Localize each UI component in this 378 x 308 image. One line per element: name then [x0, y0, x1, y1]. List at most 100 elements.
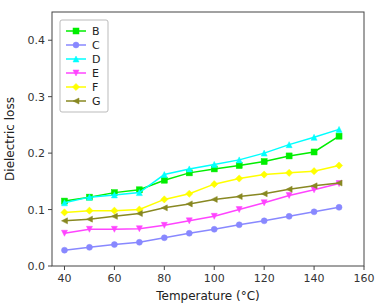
series — [61, 162, 343, 216]
point — [61, 230, 67, 236]
point — [136, 211, 142, 217]
point — [161, 222, 167, 228]
point — [286, 169, 293, 176]
point — [86, 207, 93, 214]
legend-marker — [73, 98, 79, 104]
x-tick — [314, 266, 315, 270]
plot-frame — [52, 12, 364, 266]
point — [236, 194, 242, 200]
y-tick — [48, 96, 52, 97]
series — [61, 180, 342, 224]
point — [161, 235, 167, 241]
point — [111, 226, 117, 232]
point — [311, 134, 317, 140]
point — [211, 161, 217, 167]
point — [311, 209, 317, 215]
point — [286, 192, 292, 198]
point — [336, 181, 342, 187]
point — [86, 226, 92, 232]
point — [161, 205, 167, 211]
point — [161, 177, 167, 183]
series-line — [64, 184, 339, 234]
series — [61, 126, 342, 205]
point — [186, 166, 192, 172]
point — [86, 216, 92, 222]
point — [335, 162, 342, 169]
point — [111, 213, 117, 219]
x-tick-label: 120 — [254, 272, 275, 285]
point — [61, 200, 67, 206]
y-tick — [48, 266, 52, 267]
x-tick-label: 100 — [204, 272, 225, 285]
point — [261, 159, 267, 165]
legend-label: E — [92, 67, 99, 80]
point — [186, 201, 192, 207]
x-tick-label: 140 — [304, 272, 325, 285]
chart: 4060801001201401600.00.10.20.30.4Tempera… — [0, 0, 378, 308]
point — [136, 190, 142, 196]
point — [86, 244, 92, 250]
point — [161, 196, 168, 203]
legend: BCDEFG — [60, 20, 108, 112]
legend-label: C — [92, 39, 100, 52]
point — [261, 200, 267, 206]
plot-data — [61, 126, 343, 253]
point — [236, 157, 242, 163]
point — [186, 230, 192, 236]
point — [236, 222, 242, 228]
point — [310, 168, 317, 175]
point — [111, 242, 117, 248]
legend-marker — [72, 83, 79, 90]
y-tick-label: 0.1 — [28, 204, 46, 217]
x-tick — [64, 266, 65, 270]
series-line — [64, 166, 339, 213]
legend-marker — [73, 28, 79, 34]
point — [311, 149, 317, 155]
point — [261, 150, 267, 156]
point — [311, 183, 317, 189]
point — [236, 163, 242, 169]
point — [61, 209, 68, 216]
legend-marker — [73, 56, 79, 62]
point — [111, 207, 118, 214]
point — [236, 175, 243, 182]
legend-label: D — [92, 53, 100, 66]
point — [236, 207, 242, 213]
point — [211, 196, 217, 202]
point — [286, 142, 292, 148]
legend-label: B — [92, 25, 100, 38]
point — [261, 218, 267, 224]
x-tick — [114, 266, 115, 270]
point — [136, 226, 142, 232]
point — [211, 181, 218, 188]
y-tick-label: 0.2 — [28, 147, 46, 160]
point — [136, 239, 142, 245]
y-tick-label: 0.4 — [28, 34, 46, 47]
point — [286, 153, 292, 159]
x-tick — [264, 266, 265, 270]
point — [61, 247, 67, 253]
point — [61, 218, 67, 224]
x-tick — [214, 266, 215, 270]
y-tick-label: 0.0 — [28, 260, 46, 273]
legend-label: G — [92, 95, 101, 108]
x-tick — [164, 266, 165, 270]
point — [211, 213, 217, 219]
x-tick-label: 160 — [354, 272, 375, 285]
point — [186, 218, 192, 224]
x-tick-label: 80 — [157, 272, 171, 285]
point — [86, 194, 92, 200]
y-axis-label: Dielectric loss — [3, 97, 17, 181]
series-line — [64, 136, 339, 201]
point — [336, 204, 342, 210]
y-tick-label: 0.3 — [28, 91, 46, 104]
y-tick — [48, 209, 52, 210]
x-axis-label: Temperature (°C) — [155, 289, 260, 303]
point — [286, 213, 292, 219]
x-tick-label: 40 — [57, 272, 71, 285]
point — [211, 226, 217, 232]
legend-label: F — [92, 81, 98, 94]
point — [111, 192, 117, 198]
point — [261, 191, 267, 197]
legend-box — [60, 20, 108, 112]
